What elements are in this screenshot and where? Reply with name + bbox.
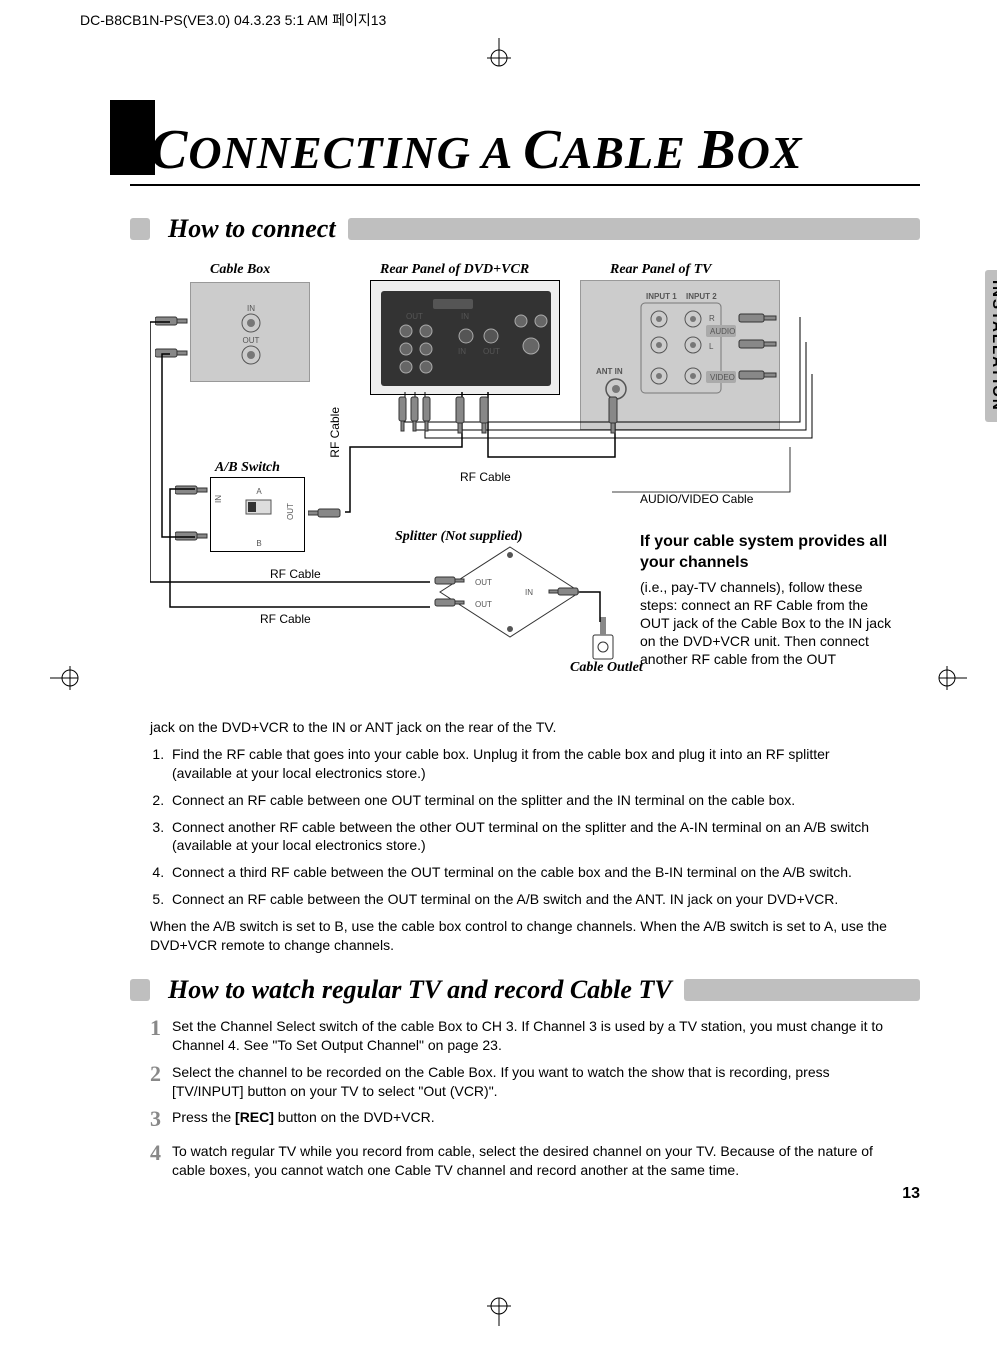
side-tab-label: INSTALLATION (989, 280, 997, 412)
doc-header: DC-B8CB1N-PS(VE3.0) 04.3.23 5:1 AM 페이지13 (80, 10, 386, 30)
plug-tv-ant (605, 392, 635, 447)
body-continuation: jack on the DVD+VCR to the IN or ANT jac… (150, 718, 890, 737)
step-num-1: 1 (150, 1013, 172, 1055)
body-li-4: Connect a third RF cable between the OUT… (168, 863, 890, 882)
step-text-2: Select the channel to be recorded on the… (172, 1063, 890, 1101)
steps-list: 1 Set the Channel Select switch of the c… (150, 1017, 890, 1180)
step-2: 2 Select the channel to be recorded on t… (150, 1063, 890, 1101)
connection-diagram: Cable Box Rear Panel of DVD+VCR Rear Pan… (150, 262, 920, 712)
section-title: How to connect (168, 214, 342, 244)
plugs-dvd-bottom (395, 392, 445, 447)
body-li-2: Connect an RF cable between one OUT term… (168, 791, 890, 810)
body-li-3: Connect another RF cable between the oth… (168, 818, 890, 856)
step-4: 4 To watch regular TV while you record f… (150, 1142, 890, 1180)
step-num-4: 4 (150, 1138, 172, 1180)
section-tail (348, 218, 920, 240)
section-bullet (130, 218, 150, 240)
step-text-4: To watch regular TV while you record fro… (172, 1142, 890, 1180)
side-info-head: If your cable system provides all your c… (640, 532, 900, 574)
step-text-3: Press the [REC] button on the DVD+VCR. (172, 1108, 890, 1134)
section-how-to-watch: How to watch regular TV and record Cable… (130, 975, 920, 1005)
body-li-5: Connect an RF cable between the OUT term… (168, 890, 890, 909)
step-num-2: 2 (150, 1059, 172, 1101)
page-title: CONNECTING A CABLE BOX (150, 118, 920, 182)
section-tail-2 (684, 979, 920, 1001)
crop-mark-left (50, 658, 80, 698)
body-tail: When the A/B switch is set to B, use the… (150, 917, 890, 955)
body-li-1: Find the RF cable that goes into your ca… (168, 745, 890, 783)
step-text-1: Set the Channel Select switch of the cab… (172, 1017, 890, 1055)
title-tab (110, 100, 155, 175)
step-1: 1 Set the Channel Select switch of the c… (150, 1017, 890, 1055)
step-num-3: 3 (150, 1104, 172, 1134)
page-title-block: CONNECTING A CABLE BOX (130, 110, 920, 186)
crop-mark-bottom (479, 1296, 519, 1326)
section-side-tab: INSTALLATION (985, 270, 997, 422)
section-how-to-connect: How to connect (130, 214, 920, 244)
step-3: 3 Press the [REC] button on the DVD+VCR. (150, 1108, 890, 1134)
section-bullet-2 (130, 979, 150, 1001)
crop-mark-right (937, 658, 967, 698)
body-paragraphs: jack on the DVD+VCR to the IN or ANT jac… (150, 718, 890, 955)
side-info-block: If your cable system provides all your c… (640, 532, 900, 669)
section-title-2: How to watch regular TV and record Cable… (168, 975, 678, 1005)
plugs-rf-bottom (452, 392, 502, 447)
side-info-para: (i.e., pay-TV channels), follow these st… (640, 578, 900, 669)
page-number: 13 (902, 1185, 920, 1203)
